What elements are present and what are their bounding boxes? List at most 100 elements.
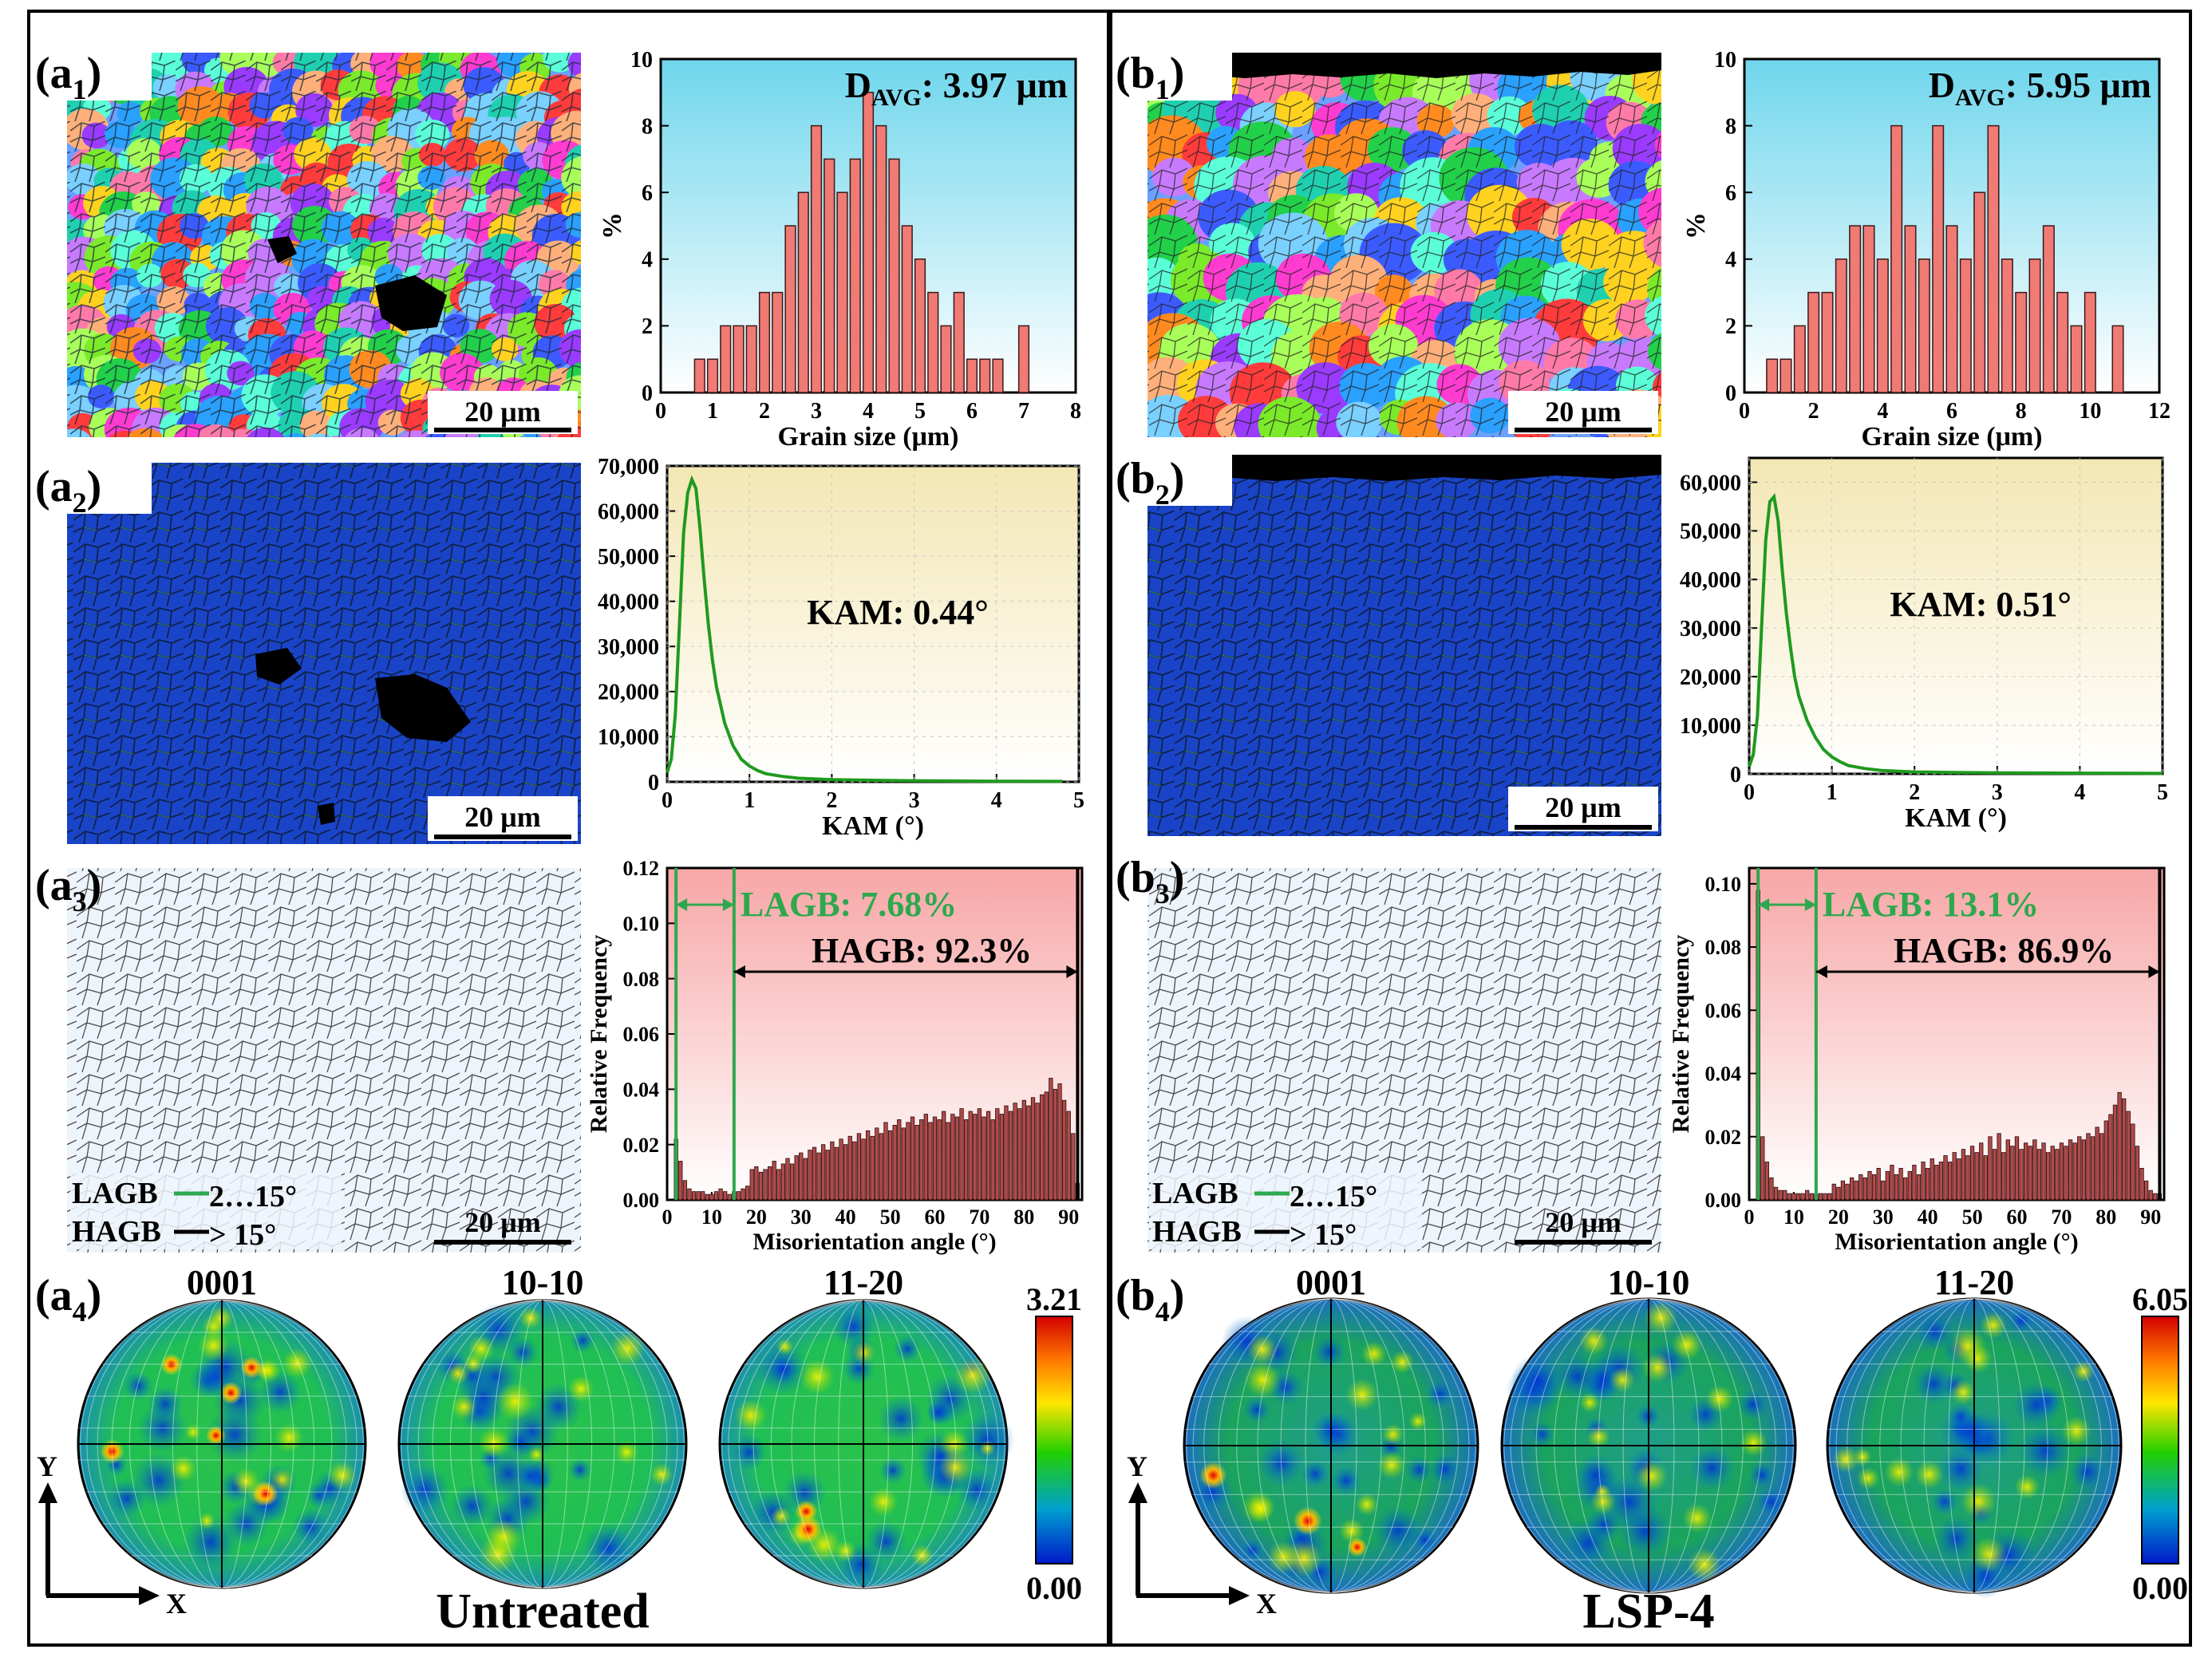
bar xyxy=(959,1108,964,1201)
bar xyxy=(2032,1139,2037,1201)
y-tick-label: 0.04 xyxy=(1705,1063,1742,1086)
bar xyxy=(1973,191,1986,393)
svg-text:20 μm: 20 μm xyxy=(1545,1206,1621,1238)
plot-area xyxy=(666,464,1080,783)
bar xyxy=(816,1152,821,1201)
bar xyxy=(2148,1190,2153,1201)
bar xyxy=(992,358,1004,393)
y-tick-label: 60,000 xyxy=(1680,471,1741,495)
bar xyxy=(2072,1142,2077,1201)
bar xyxy=(910,1116,915,1201)
bar xyxy=(2001,1152,2006,1201)
bar xyxy=(1831,1183,1836,1201)
x-tick-label: 3 xyxy=(811,399,822,424)
bar xyxy=(1827,1193,1832,1201)
intensity-peak xyxy=(1199,1462,1227,1489)
bar xyxy=(942,1111,946,1201)
panel-label-b3: (b3) xyxy=(1116,853,1184,909)
x-tick-label: 2 xyxy=(826,788,837,813)
bar xyxy=(932,1116,938,1201)
bar xyxy=(1835,258,1847,393)
bar xyxy=(1066,1111,1071,1201)
bar xyxy=(687,1188,692,1201)
bar xyxy=(966,358,978,393)
intensity-blob xyxy=(519,1306,543,1330)
y-tick-label: 0 xyxy=(1730,763,1741,787)
intensity-blob xyxy=(864,1521,907,1563)
plot-area xyxy=(1748,866,2166,1201)
y-tick-label: 0.10 xyxy=(623,912,660,935)
kam-annotation: KAM: 0.44° xyxy=(807,593,989,632)
x-tick-label: 0 xyxy=(662,788,673,813)
bar xyxy=(906,1122,910,1201)
ipf-map-lsp4 xyxy=(1147,53,1661,437)
bar xyxy=(1823,1193,1827,1201)
y-tick-label: 0.08 xyxy=(1705,936,1742,959)
intensity-blob xyxy=(1748,1462,1776,1489)
color-scale-lsp4: 6.05 0.00 xyxy=(2132,1281,2188,1606)
svg-text:2…15°: 2…15° xyxy=(1290,1180,1377,1213)
intensity-blob xyxy=(567,1375,594,1403)
bar xyxy=(705,1194,709,1201)
bar xyxy=(856,1133,862,1201)
x-tick-label: 30 xyxy=(791,1205,812,1229)
svg-text:20 μm: 20 μm xyxy=(464,801,540,833)
bar xyxy=(2064,1146,2068,1201)
intensity-blob xyxy=(582,1521,634,1574)
bar xyxy=(691,1191,697,1201)
bar xyxy=(870,1135,875,1201)
intensity-blob xyxy=(771,1505,792,1527)
bar xyxy=(803,1158,808,1201)
intensity-blob xyxy=(1950,1379,1977,1405)
x-tick-label: 10 xyxy=(701,1205,722,1229)
bar xyxy=(1992,1149,1997,1201)
intensity-blob xyxy=(275,1422,304,1453)
intensity-blob xyxy=(1529,1421,1556,1447)
bar xyxy=(1021,1099,1026,1201)
y-tick-label: 0.12 xyxy=(623,857,660,880)
x-tick-label: 10 xyxy=(1783,1205,1804,1229)
intensity-blob xyxy=(1579,1392,1600,1413)
svg-text:Y: Y xyxy=(37,1450,57,1482)
x-tick-label: 0 xyxy=(1744,1205,1755,1229)
x-tick-label: 4 xyxy=(1877,399,1888,424)
bar xyxy=(1040,1094,1045,1201)
x-tick-label: 5 xyxy=(914,399,926,424)
bar xyxy=(928,1122,933,1201)
bar xyxy=(2095,1126,2099,1201)
y-tick-label: 60,000 xyxy=(598,499,659,524)
intensity-blob xyxy=(449,1484,495,1529)
intensity-blob xyxy=(184,1423,202,1441)
x-tick-label: 40 xyxy=(835,1205,856,1229)
right-panel-frame xyxy=(1109,10,2192,1647)
y-tick-label: 30,000 xyxy=(598,635,659,660)
bar xyxy=(977,1108,982,1201)
intensity-blob xyxy=(1618,1504,1673,1559)
intensity-blob xyxy=(2012,1381,2060,1429)
y-tick-label: 0.02 xyxy=(1705,1126,1742,1149)
svg-text:0.00: 0.00 xyxy=(1026,1570,1082,1606)
y-tick-label: 50,000 xyxy=(1680,519,1741,544)
bar xyxy=(1987,124,2000,393)
bar xyxy=(1818,1193,1823,1201)
x-tick-label: 90 xyxy=(2140,1205,2161,1229)
scale-bar-a1: 20 μm xyxy=(428,391,578,434)
intensity-blob xyxy=(1586,1425,1611,1449)
intensity-blob xyxy=(1960,1483,1997,1520)
bar xyxy=(1932,124,1945,393)
bar xyxy=(865,1130,871,1201)
bar xyxy=(879,1133,884,1201)
scale-bar-b1: 20 μm xyxy=(1508,391,1658,434)
y-tick-label: 0 xyxy=(642,381,653,406)
condition-label-lsp4: LSP-4 xyxy=(1582,1584,1714,1639)
intensity-blob xyxy=(169,1454,197,1482)
bar xyxy=(862,92,875,393)
intensity-blob xyxy=(959,1412,1015,1468)
bar xyxy=(847,1135,852,1201)
bar xyxy=(923,1114,928,1201)
bar xyxy=(784,225,796,393)
intensity-blob xyxy=(730,1434,768,1471)
intensity-blob xyxy=(1382,1423,1404,1446)
bar xyxy=(2108,1114,2113,1201)
bar xyxy=(727,1194,732,1201)
